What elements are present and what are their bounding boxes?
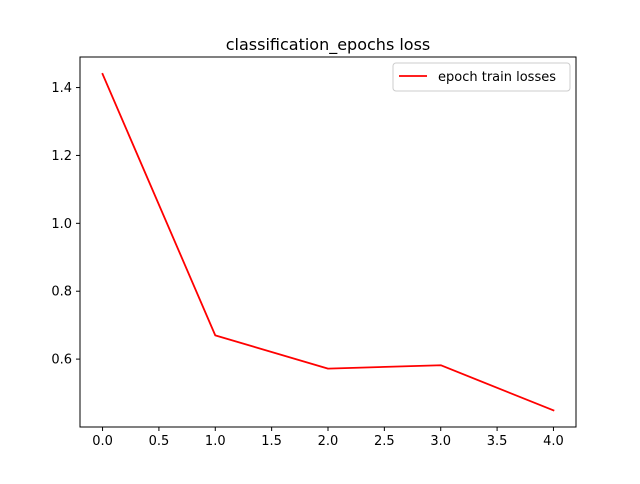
legend-box <box>392 62 571 92</box>
x-tick-label: 2.0 <box>318 434 339 449</box>
x-tick-label: 2.5 <box>374 434 395 449</box>
y-tick-label: 0.6 <box>51 353 72 368</box>
series-group <box>101 72 555 412</box>
x-tick-label: 0.5 <box>149 434 170 449</box>
y-tick-label: 1.0 <box>51 217 72 232</box>
x-tick-label: 0.0 <box>92 434 113 449</box>
series-line-0 <box>101 72 555 412</box>
y-tick-label: 1.2 <box>51 149 72 164</box>
x-tick-label: 1.5 <box>261 434 282 449</box>
chart-title: classification_epochs loss <box>226 35 431 55</box>
legend: epoch train losses <box>392 62 571 92</box>
y-tick-label: 0.8 <box>51 285 72 300</box>
legend-label: epoch train losses <box>438 70 556 85</box>
x-tick-label: 3.0 <box>430 434 451 449</box>
y-axis: 0.6 0.8 1.0 1.2 1.4 <box>51 81 80 368</box>
x-tick-label: 3.5 <box>487 434 508 449</box>
x-tick-label: 4.0 <box>543 434 564 449</box>
x-tick-label: 1.0 <box>205 434 226 449</box>
plot-area: 0.0 0.5 1.0 1.5 2.0 2.5 3.0 3.5 4.0 0.6 0.8 1.0 1.2… <box>51 56 577 449</box>
x-axis: 0.0 0.5 1.0 1.5 2.0 2.5 3.0 3.5 4.0 <box>92 427 564 449</box>
y-tick-label: 1.4 <box>51 81 72 96</box>
